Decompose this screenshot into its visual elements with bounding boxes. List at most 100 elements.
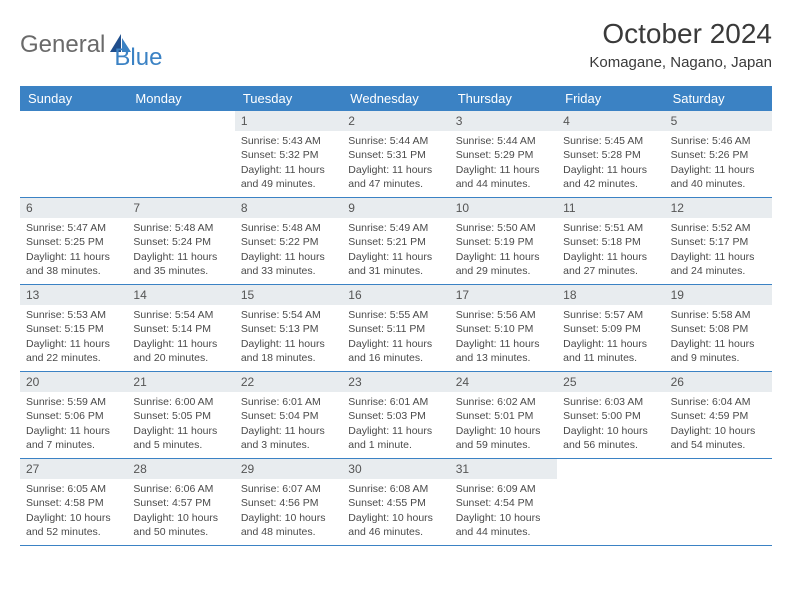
daylight-text: Daylight: 11 hours and 44 minutes.	[456, 163, 551, 191]
day-body: Sunrise: 5:48 AMSunset: 5:22 PMDaylight:…	[235, 218, 342, 283]
day-cell: 25Sunrise: 6:03 AMSunset: 5:00 PMDayligh…	[557, 372, 664, 458]
daylight-text: Daylight: 11 hours and 38 minutes.	[26, 250, 121, 278]
weekday-wednesday: Wednesday	[342, 86, 449, 111]
daylight-text: Daylight: 11 hours and 31 minutes.	[348, 250, 443, 278]
day-cell: 29Sunrise: 6:07 AMSunset: 4:56 PMDayligh…	[235, 459, 342, 545]
day-body: Sunrise: 6:04 AMSunset: 4:59 PMDaylight:…	[665, 392, 772, 457]
sunrise-text: Sunrise: 5:57 AM	[563, 308, 658, 322]
day-cell: 12Sunrise: 5:52 AMSunset: 5:17 PMDayligh…	[665, 198, 772, 284]
day-body	[557, 479, 664, 487]
daylight-text: Daylight: 10 hours and 44 minutes.	[456, 511, 551, 539]
sunset-text: Sunset: 5:14 PM	[133, 322, 228, 336]
day-number: 9	[342, 198, 449, 218]
weekday-sunday: Sunday	[20, 86, 127, 111]
sunset-text: Sunset: 5:06 PM	[26, 409, 121, 423]
day-cell: 24Sunrise: 6:02 AMSunset: 5:01 PMDayligh…	[450, 372, 557, 458]
day-body: Sunrise: 5:44 AMSunset: 5:31 PMDaylight:…	[342, 131, 449, 196]
daylight-text: Daylight: 11 hours and 27 minutes.	[563, 250, 658, 278]
day-cell: 19Sunrise: 5:58 AMSunset: 5:08 PMDayligh…	[665, 285, 772, 371]
daylight-text: Daylight: 11 hours and 18 minutes.	[241, 337, 336, 365]
daylight-text: Daylight: 10 hours and 54 minutes.	[671, 424, 766, 452]
daylight-text: Daylight: 10 hours and 56 minutes.	[563, 424, 658, 452]
day-cell: 8Sunrise: 5:48 AMSunset: 5:22 PMDaylight…	[235, 198, 342, 284]
day-body: Sunrise: 5:47 AMSunset: 5:25 PMDaylight:…	[20, 218, 127, 283]
day-number: 3	[450, 111, 557, 131]
sunset-text: Sunset: 4:59 PM	[671, 409, 766, 423]
sunrise-text: Sunrise: 5:48 AM	[133, 221, 228, 235]
day-number: 8	[235, 198, 342, 218]
day-number: 27	[20, 459, 127, 479]
week-row: 6Sunrise: 5:47 AMSunset: 5:25 PMDaylight…	[20, 198, 772, 285]
sunrise-text: Sunrise: 6:09 AM	[456, 482, 551, 496]
day-cell: 27Sunrise: 6:05 AMSunset: 4:58 PMDayligh…	[20, 459, 127, 545]
day-number: 18	[557, 285, 664, 305]
day-cell: 11Sunrise: 5:51 AMSunset: 5:18 PMDayligh…	[557, 198, 664, 284]
daylight-text: Daylight: 10 hours and 50 minutes.	[133, 511, 228, 539]
day-cell: 5Sunrise: 5:46 AMSunset: 5:26 PMDaylight…	[665, 111, 772, 197]
day-cell: 23Sunrise: 6:01 AMSunset: 5:03 PMDayligh…	[342, 372, 449, 458]
daylight-text: Daylight: 11 hours and 49 minutes.	[241, 163, 336, 191]
day-cell: 30Sunrise: 6:08 AMSunset: 4:55 PMDayligh…	[342, 459, 449, 545]
week-row: 27Sunrise: 6:05 AMSunset: 4:58 PMDayligh…	[20, 459, 772, 546]
logo-text-general: General	[20, 31, 105, 59]
day-body: Sunrise: 5:46 AMSunset: 5:26 PMDaylight:…	[665, 131, 772, 196]
sunset-text: Sunset: 5:25 PM	[26, 235, 121, 249]
day-body: Sunrise: 5:52 AMSunset: 5:17 PMDaylight:…	[665, 218, 772, 283]
sunrise-text: Sunrise: 5:45 AM	[563, 134, 658, 148]
daylight-text: Daylight: 11 hours and 11 minutes.	[563, 337, 658, 365]
sunset-text: Sunset: 5:17 PM	[671, 235, 766, 249]
sunrise-text: Sunrise: 6:03 AM	[563, 395, 658, 409]
day-number: 24	[450, 372, 557, 392]
day-body: Sunrise: 6:09 AMSunset: 4:54 PMDaylight:…	[450, 479, 557, 544]
calendar: Sunday Monday Tuesday Wednesday Thursday…	[20, 86, 772, 546]
week-row: 20Sunrise: 5:59 AMSunset: 5:06 PMDayligh…	[20, 372, 772, 459]
day-number: 13	[20, 285, 127, 305]
sunrise-text: Sunrise: 6:05 AM	[26, 482, 121, 496]
day-number: 31	[450, 459, 557, 479]
sunset-text: Sunset: 5:15 PM	[26, 322, 121, 336]
day-number: 1	[235, 111, 342, 131]
daylight-text: Daylight: 11 hours and 20 minutes.	[133, 337, 228, 365]
day-cell: 16Sunrise: 5:55 AMSunset: 5:11 PMDayligh…	[342, 285, 449, 371]
daylight-text: Daylight: 11 hours and 40 minutes.	[671, 163, 766, 191]
sunrise-text: Sunrise: 5:55 AM	[348, 308, 443, 322]
daylight-text: Daylight: 10 hours and 46 minutes.	[348, 511, 443, 539]
day-body: Sunrise: 6:06 AMSunset: 4:57 PMDaylight:…	[127, 479, 234, 544]
day-cell: 18Sunrise: 5:57 AMSunset: 5:09 PMDayligh…	[557, 285, 664, 371]
day-number: 2	[342, 111, 449, 131]
day-number: 14	[127, 285, 234, 305]
day-body: Sunrise: 5:50 AMSunset: 5:19 PMDaylight:…	[450, 218, 557, 283]
day-number: 25	[557, 372, 664, 392]
daylight-text: Daylight: 11 hours and 13 minutes.	[456, 337, 551, 365]
sunset-text: Sunset: 5:03 PM	[348, 409, 443, 423]
day-body: Sunrise: 6:00 AMSunset: 5:05 PMDaylight:…	[127, 392, 234, 457]
daylight-text: Daylight: 11 hours and 24 minutes.	[671, 250, 766, 278]
day-number: 15	[235, 285, 342, 305]
day-cell: 3Sunrise: 5:44 AMSunset: 5:29 PMDaylight…	[450, 111, 557, 197]
day-body: Sunrise: 6:01 AMSunset: 5:04 PMDaylight:…	[235, 392, 342, 457]
day-number: 6	[20, 198, 127, 218]
daylight-text: Daylight: 10 hours and 48 minutes.	[241, 511, 336, 539]
day-body: Sunrise: 5:45 AMSunset: 5:28 PMDaylight:…	[557, 131, 664, 196]
day-cell: 28Sunrise: 6:06 AMSunset: 4:57 PMDayligh…	[127, 459, 234, 545]
day-body: Sunrise: 5:48 AMSunset: 5:24 PMDaylight:…	[127, 218, 234, 283]
sunset-text: Sunset: 4:55 PM	[348, 496, 443, 510]
daylight-text: Daylight: 11 hours and 22 minutes.	[26, 337, 121, 365]
sunset-text: Sunset: 5:19 PM	[456, 235, 551, 249]
sunrise-text: Sunrise: 5:47 AM	[26, 221, 121, 235]
day-cell: 13Sunrise: 5:53 AMSunset: 5:15 PMDayligh…	[20, 285, 127, 371]
sunset-text: Sunset: 5:29 PM	[456, 148, 551, 162]
daylight-text: Daylight: 10 hours and 52 minutes.	[26, 511, 121, 539]
sunset-text: Sunset: 5:21 PM	[348, 235, 443, 249]
day-body: Sunrise: 6:03 AMSunset: 5:00 PMDaylight:…	[557, 392, 664, 457]
weeks-container: 1Sunrise: 5:43 AMSunset: 5:32 PMDaylight…	[20, 111, 772, 546]
day-cell: 14Sunrise: 5:54 AMSunset: 5:14 PMDayligh…	[127, 285, 234, 371]
day-body	[127, 131, 234, 139]
sunrise-text: Sunrise: 5:44 AM	[348, 134, 443, 148]
sunrise-text: Sunrise: 5:59 AM	[26, 395, 121, 409]
sunrise-text: Sunrise: 6:02 AM	[456, 395, 551, 409]
day-cell: 17Sunrise: 5:56 AMSunset: 5:10 PMDayligh…	[450, 285, 557, 371]
sunrise-text: Sunrise: 5:52 AM	[671, 221, 766, 235]
day-cell	[557, 459, 664, 545]
daylight-text: Daylight: 11 hours and 7 minutes.	[26, 424, 121, 452]
